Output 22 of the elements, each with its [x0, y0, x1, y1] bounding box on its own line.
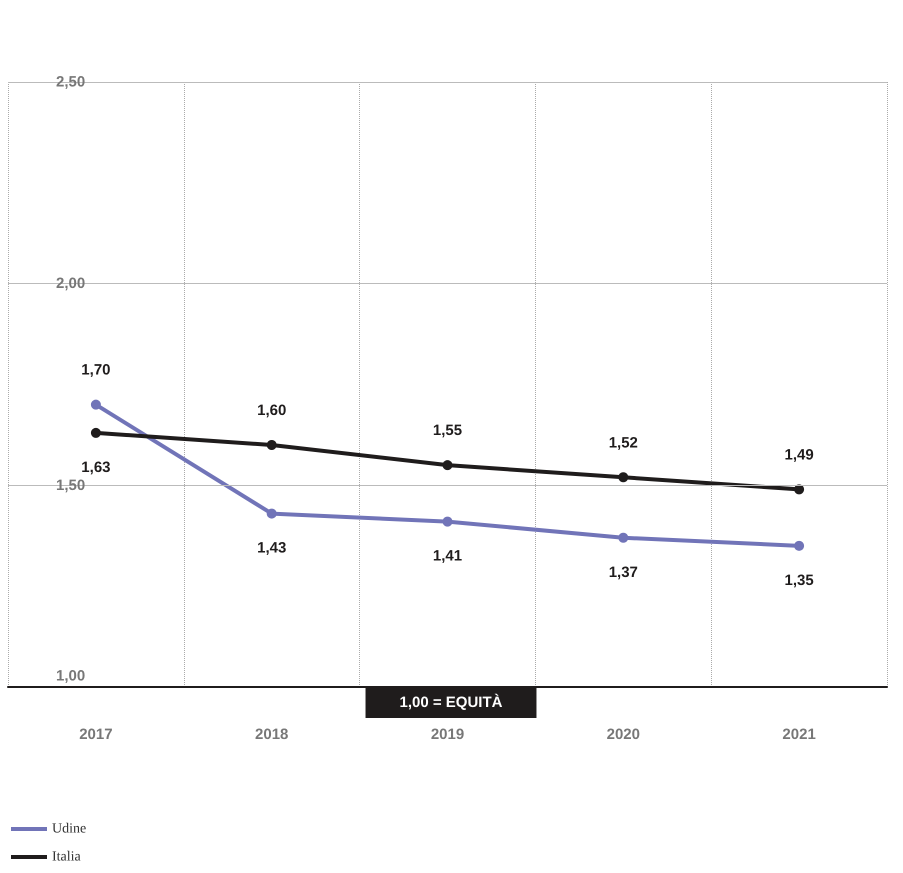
data-label: 1,52	[608, 434, 638, 452]
data-label: 1,63	[81, 458, 110, 476]
x-tick-label: 2020	[606, 726, 640, 743]
data-label: 1,55	[432, 422, 462, 440]
y-tick-label: 2,50	[56, 74, 86, 90]
data-label: 1,41	[432, 548, 462, 565]
data-label: 1,60	[257, 402, 286, 419]
y-tick-label: 2,00	[56, 275, 86, 292]
legend-label: Italia	[52, 850, 82, 864]
x-tick-label: 2021	[782, 726, 816, 743]
data-label: 1,43	[257, 540, 286, 557]
data-label: 1,37	[608, 564, 638, 581]
x-tick-label: 2018	[255, 726, 288, 743]
data-label: 1,35	[784, 572, 814, 589]
y-tick-label: 1,50	[56, 476, 86, 494]
data-label: 1,70	[81, 362, 110, 379]
data-label: 1,49	[784, 446, 814, 464]
x-tick-label: 2019	[430, 726, 464, 743]
text: 1,00 = EQUITÀ	[400, 693, 503, 711]
x-tick-label: 2017	[79, 726, 113, 743]
y-tick-label: 1,00	[56, 668, 86, 684]
legend-label: Udine	[52, 822, 86, 836]
